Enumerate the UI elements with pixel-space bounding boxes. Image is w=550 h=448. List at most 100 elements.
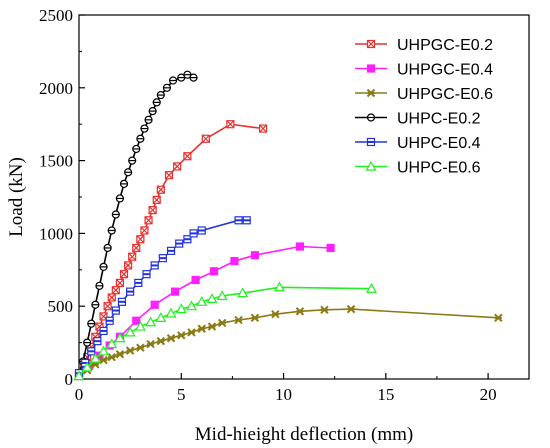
data-point-cross bbox=[111, 286, 120, 295]
data-point-group bbox=[207, 322, 217, 331]
data-point-fill bbox=[106, 319, 114, 322]
legend-item: UHPC-E0.2 bbox=[355, 111, 481, 128]
data-point-cross bbox=[165, 171, 173, 180]
data-point-group bbox=[197, 324, 206, 333]
series-layer bbox=[73, 70, 503, 381]
data-point-cross bbox=[144, 216, 153, 225]
data-point-group bbox=[156, 185, 165, 194]
data-point bbox=[98, 345, 110, 356]
y-tick-label: 1000 bbox=[39, 224, 73, 243]
data-point bbox=[365, 283, 378, 293]
data-point bbox=[171, 287, 180, 296]
data-point bbox=[196, 296, 208, 306]
data-point-group bbox=[124, 326, 136, 337]
data-point-group bbox=[183, 235, 192, 244]
series-uhpc-e0.6 bbox=[73, 281, 378, 381]
data-point-group bbox=[237, 287, 249, 298]
legend-item: UHPGC-E0.4 bbox=[355, 62, 493, 79]
data-point-group bbox=[175, 239, 184, 248]
data-point-group bbox=[206, 293, 218, 304]
data-point-group bbox=[177, 331, 186, 340]
data-point-cross bbox=[128, 252, 137, 261]
data-point-group bbox=[183, 152, 192, 161]
data-point-group bbox=[144, 216, 153, 225]
data-point-fill bbox=[93, 340, 101, 343]
data-point bbox=[114, 332, 126, 343]
data-point-group bbox=[126, 287, 135, 296]
y-axis-title: Load (kN) bbox=[6, 157, 27, 237]
data-point-fill bbox=[118, 300, 126, 303]
data-point-group bbox=[93, 337, 102, 346]
data-point-group bbox=[156, 336, 166, 346]
data-point-group bbox=[346, 304, 356, 314]
data-point-fill bbox=[112, 309, 120, 312]
data-point-group bbox=[150, 300, 159, 309]
data-point bbox=[175, 303, 187, 314]
data-point-fill bbox=[159, 257, 167, 260]
data-point-group bbox=[132, 316, 141, 325]
data-point bbox=[365, 160, 377, 171]
x-tick-label: 10 bbox=[275, 385, 292, 404]
data-point-group bbox=[365, 283, 378, 293]
data-point-group bbox=[81, 361, 93, 372]
data-point-fill bbox=[243, 219, 251, 222]
series-uhpc-e0.4 bbox=[74, 216, 251, 378]
data-point-group bbox=[320, 305, 329, 315]
data-point-group bbox=[148, 106, 157, 116]
data-point-group bbox=[115, 194, 125, 203]
x-axis-title: Mid-hieight deflection (mm) bbox=[195, 424, 413, 445]
data-point-fill bbox=[235, 219, 243, 222]
data-point-group bbox=[98, 345, 110, 356]
data-point-group bbox=[132, 243, 141, 253]
data-point-group bbox=[87, 347, 96, 356]
data-point-group bbox=[125, 346, 135, 355]
legend-label: UHPC-E0.4 bbox=[397, 135, 481, 152]
legend-item: UHPGC-E0.6 bbox=[355, 86, 493, 103]
y-tick-label: 500 bbox=[48, 297, 74, 316]
data-point-cross bbox=[103, 302, 112, 311]
data-point bbox=[250, 251, 260, 260]
data-point-group bbox=[99, 326, 108, 336]
data-point bbox=[273, 281, 285, 292]
data-point-group bbox=[95, 281, 104, 290]
data-point-group bbox=[107, 352, 116, 362]
data-point-group bbox=[123, 261, 133, 270]
data-point bbox=[326, 243, 335, 253]
data-point-cross bbox=[183, 152, 192, 161]
data-point-group bbox=[230, 256, 239, 266]
data-point-group bbox=[168, 76, 178, 85]
legend-item: UHPC-E0.6 bbox=[355, 160, 481, 177]
legend-label: UHPGC-E0.2 bbox=[397, 37, 493, 54]
data-point-group bbox=[103, 243, 112, 253]
data-point-group bbox=[132, 144, 141, 154]
legend-label: UHPC-E0.6 bbox=[397, 160, 481, 177]
data-point-fill bbox=[198, 229, 206, 232]
data-point-group bbox=[250, 313, 260, 323]
data-point-cross bbox=[152, 195, 161, 204]
legend-item: UHPGC-E0.2 bbox=[355, 37, 493, 54]
data-point-group bbox=[175, 303, 187, 314]
data-point-group bbox=[171, 287, 180, 296]
data-point-group bbox=[273, 281, 285, 292]
data-point-fill bbox=[126, 290, 134, 293]
data-point-fill bbox=[100, 329, 108, 332]
data-point bbox=[89, 352, 101, 363]
x-tick-label: 15 bbox=[377, 385, 394, 404]
data-point-group bbox=[119, 270, 129, 279]
x-tick-label: 20 bbox=[480, 385, 497, 404]
data-point-cross bbox=[156, 185, 165, 194]
data-point-group bbox=[83, 338, 92, 347]
data-point-group bbox=[111, 306, 120, 315]
y-tick-label: 2500 bbox=[39, 6, 73, 25]
data-point-cross bbox=[201, 134, 210, 143]
data-point-group bbox=[152, 195, 161, 205]
data-point-fill bbox=[81, 361, 89, 364]
data-point-group bbox=[191, 275, 200, 285]
data-point bbox=[295, 242, 305, 251]
data-point-group bbox=[140, 226, 149, 235]
data-point-group bbox=[166, 246, 176, 255]
data-point-group bbox=[148, 206, 157, 215]
data-point-group bbox=[162, 83, 172, 92]
data-point bbox=[150, 300, 159, 309]
